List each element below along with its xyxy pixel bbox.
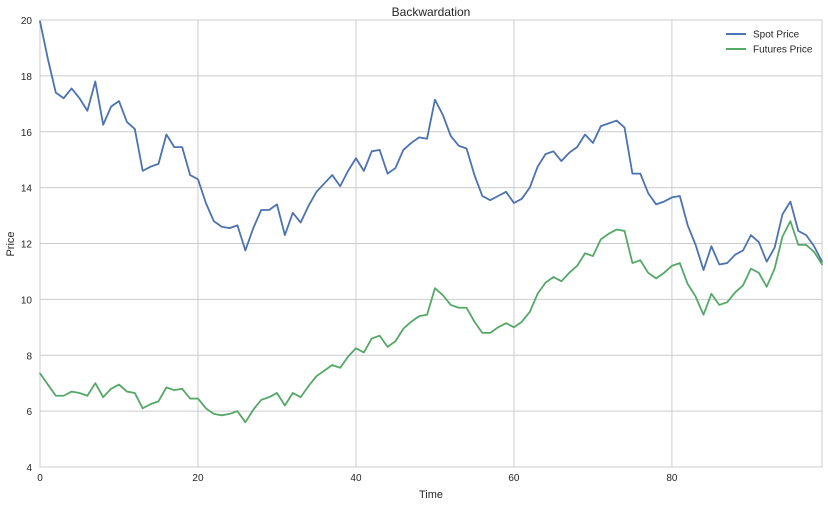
series-line-futures-price	[39, 220, 823, 424]
legend-label-spot-price: Spot Price	[753, 30, 800, 41]
x-tick-label: 0	[37, 473, 43, 484]
series-layer	[39, 20, 823, 424]
y-tick-label: 20	[21, 16, 33, 27]
grid	[39, 19, 822, 468]
y-tick-label: 12	[21, 240, 33, 251]
y-tick-label: 18	[21, 72, 33, 83]
x-tick-label: 20	[192, 473, 204, 484]
x-tick-label: 80	[666, 473, 678, 484]
y-tick-label: 10	[21, 295, 33, 306]
series-line-spot-price	[39, 20, 823, 271]
y-tick-label: 8	[26, 351, 32, 362]
legend-box	[720, 25, 816, 61]
legend-label-futures-price: Futures Price	[753, 45, 813, 56]
y-tick-label: 6	[26, 407, 32, 418]
legend: Spot Price Futures Price	[720, 25, 816, 61]
chart-title: Backwardation	[392, 5, 471, 19]
y-axis-label: Price	[5, 231, 17, 256]
y-tick-label: 14	[21, 184, 33, 195]
tick-labels: 4 6 8 10 12 14 16 18 20 0 20 40 60 80	[21, 16, 678, 484]
x-tick-label: 40	[350, 473, 362, 484]
y-tick-label: 4	[26, 463, 32, 474]
x-axis-label: Time	[419, 489, 443, 501]
plot-frame	[39, 19, 823, 468]
x-tick-label: 60	[508, 473, 520, 484]
y-tick-label: 16	[21, 128, 33, 139]
